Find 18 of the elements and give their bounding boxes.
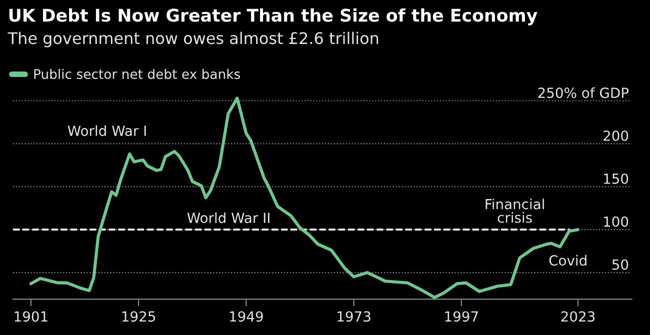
legend-label: Public sector net debt ex banks bbox=[34, 68, 240, 80]
chart-subtitle: The government now owes almost £2.6 trillion bbox=[8, 32, 378, 48]
annotation: World War II bbox=[187, 212, 270, 224]
y-tick-label: 50 bbox=[612, 259, 628, 270]
annotation: Financial crisis bbox=[486, 198, 544, 223]
annotation: Covid bbox=[549, 254, 586, 266]
y-tick-label: 200 bbox=[604, 130, 628, 142]
annotation: World War I bbox=[68, 125, 146, 136]
x-tick-label: 1973 bbox=[338, 311, 370, 322]
x-tick-label: 1949 bbox=[230, 311, 263, 322]
x-tick-label: 1901 bbox=[14, 311, 48, 322]
x-tick-label: 2023 bbox=[561, 311, 595, 322]
chart-title: UK Debt Is Now Greater Than the Size of the Economy bbox=[9, 8, 538, 26]
y-tick-label: 250% of GDP bbox=[538, 87, 629, 98]
x-tick-label: 1997 bbox=[445, 311, 478, 322]
x-tick-label: 1925 bbox=[122, 311, 156, 322]
y-tick-label: 150 bbox=[604, 173, 628, 184]
y-tick-label: 100 bbox=[604, 216, 628, 227]
